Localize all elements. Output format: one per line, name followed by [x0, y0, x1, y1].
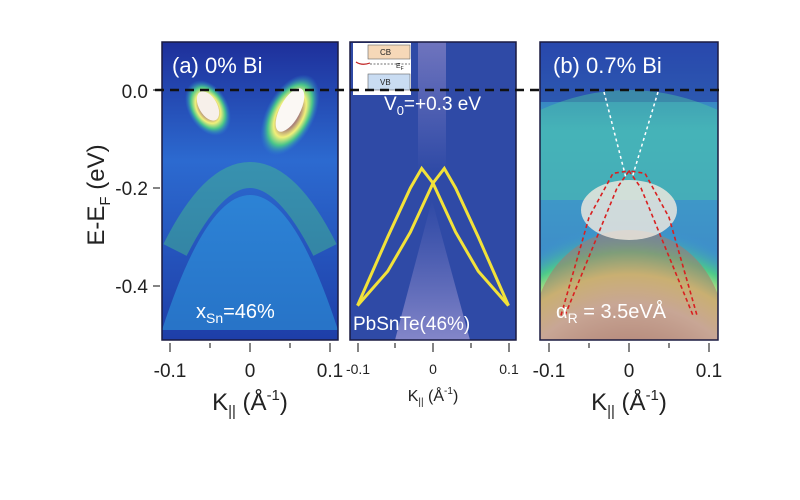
x-axis-title-b: K|| (Å-1)	[591, 387, 667, 420]
band-right	[356, 165, 510, 307]
svg-text:0.1: 0.1	[499, 361, 519, 377]
inset-ef: EF	[396, 63, 404, 72]
inset-cb: CB	[380, 48, 391, 57]
y-tick-2: -0.4	[115, 277, 148, 298]
panel-mid-model-bands	[356, 42, 510, 340]
svg-text:E-EF (eV): E-EF (eV)	[83, 144, 114, 245]
svg-text:0: 0	[245, 361, 256, 382]
panel-b-label: (b) 0.7% Bi	[553, 53, 662, 78]
panel-mid: CB VB EF V0=+0.3 eV PbSnTe(46%)	[349, 41, 517, 341]
x-tick-labels: -0.1 0 0.1 -0.1 0 0.1 -0.1 0 0.1	[154, 361, 723, 382]
svg-text:0: 0	[624, 361, 635, 382]
rashba-band-left	[564, 170, 698, 316]
band-diagram-inset: CB VB EF	[353, 43, 411, 95]
panel-b: (b) 0.7% Bi αR = 3.5eVÅ	[539, 41, 719, 341]
panel-a: (a) 0% Bi xSn=46%	[161, 41, 339, 341]
panel-b-spectrum	[540, 42, 718, 340]
svg-text:-0.1: -0.1	[154, 361, 187, 382]
svg-text:0.1: 0.1	[696, 361, 722, 382]
x-axis-title-a: K|| (Å-1)	[212, 387, 288, 420]
svg-text:-0.1: -0.1	[533, 361, 566, 382]
x-axis-ticks	[169, 343, 710, 352]
y-axis-ticks: 0.0 -0.2 -0.4	[115, 82, 160, 298]
svg-text:K|| (Å-1): K|| (Å-1)	[408, 386, 459, 408]
rashba-band-right	[560, 170, 694, 316]
y-tick-1: -0.2	[115, 179, 148, 200]
svg-text:-0.1: -0.1	[346, 361, 370, 377]
y-axis-title: E-EF (eV)	[83, 144, 114, 245]
x-axis-title-mid: K|| (Å-1)	[408, 386, 459, 408]
panel-a-spectrum	[162, 74, 338, 330]
panel-a-label: (a) 0% Bi	[172, 53, 262, 78]
svg-text:0.1: 0.1	[317, 361, 343, 382]
material-label: PbSnTe(46%)	[353, 314, 470, 335]
potential-label: V0=+0.3 eV	[384, 94, 481, 118]
rashba-label: αR = 3.5eVÅ	[556, 300, 667, 326]
inset-vb: VB	[380, 78, 391, 87]
svg-text:K|| (Å-1): K|| (Å-1)	[591, 387, 667, 420]
y-tick-0: 0.0	[122, 82, 148, 103]
band-left	[356, 165, 510, 307]
svg-text:0: 0	[429, 361, 437, 377]
svg-text:K|| (Å-1): K|| (Å-1)	[212, 387, 288, 420]
panel-a-composition: xSn=46%	[196, 301, 275, 326]
